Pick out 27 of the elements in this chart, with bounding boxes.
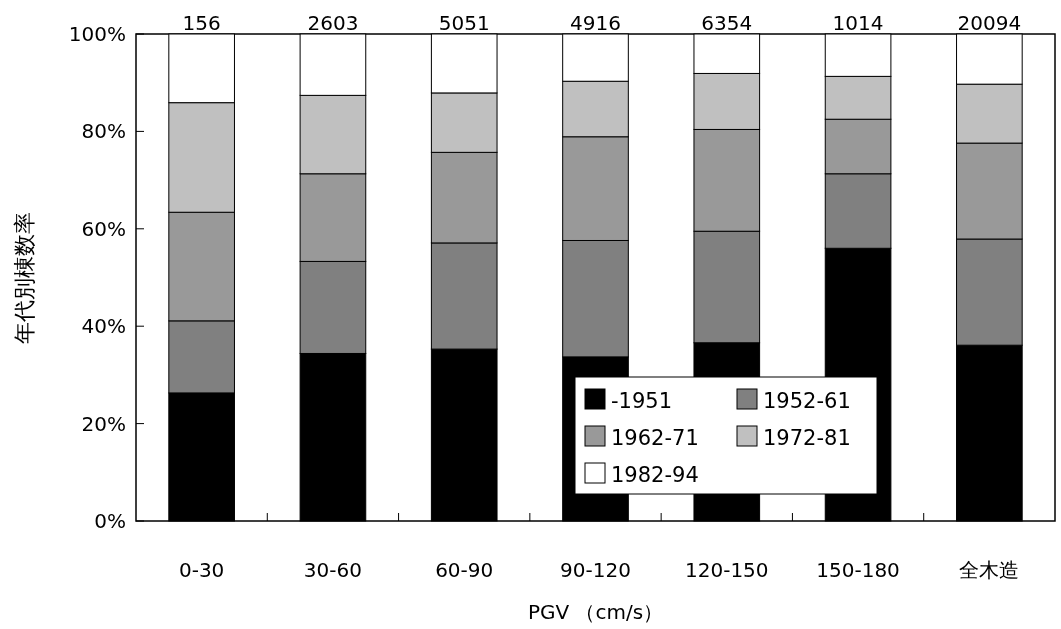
y-tick-label: 20% [81,411,126,436]
x-tick-label: 60-90 [435,558,494,582]
legend-label: 1972-81 [763,426,851,450]
x-tick-label: 0-30 [178,558,225,582]
annotation: 1014 [832,11,884,35]
legend-label: -1951 [611,389,673,413]
x-axis-title: PGV （cm/s） [527,600,664,624]
y-tick-label: 0% [94,509,126,533]
legend-label: 1962-71 [611,426,699,450]
y-tick-label: 40% [81,314,126,339]
x-tick-label: 90-120 [560,558,631,582]
x-tick-label: 30-60 [303,558,362,582]
x-tick-label: 120-150 [685,558,769,582]
y-axis-title: 年代別棟数率 [12,211,37,344]
legend-label: 1982-94 [611,463,699,487]
annotation: 4916 [570,11,621,35]
annotation: 2603 [307,11,359,35]
annotation: 6354 [701,11,753,35]
y-tick-label: 60% [81,216,126,241]
x-tick-label: 全木造 [959,558,1020,582]
y-tick-label: 100% [68,22,126,46]
legend-label: 1952-61 [763,389,851,413]
x-tick-label: 150-180 [816,558,900,582]
annotation: 5051 [438,11,490,35]
annotation: 20094 [957,11,1022,35]
y-tick-label: 80% [81,119,126,144]
annotation: 156 [182,11,221,35]
